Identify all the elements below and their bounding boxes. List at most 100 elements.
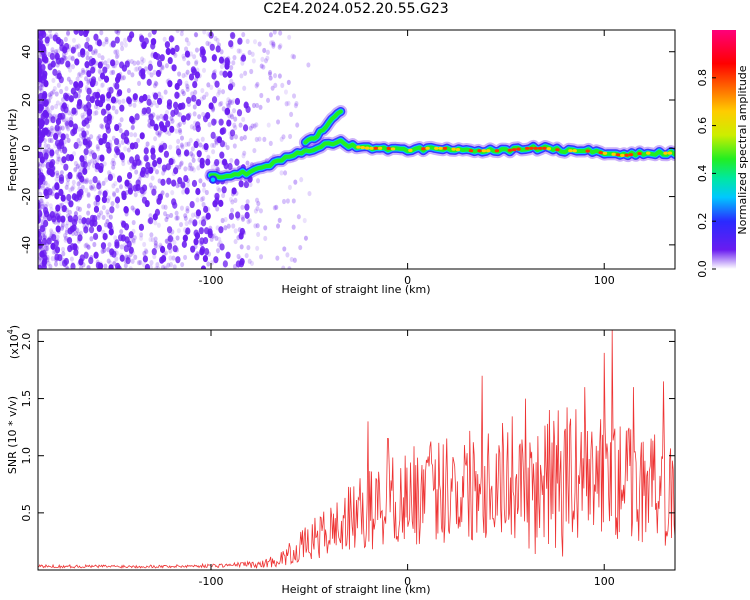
spectrogram-cell xyxy=(217,187,222,193)
spectrogram-cell xyxy=(124,211,129,217)
spectrogram-cell xyxy=(86,264,91,269)
spectrogram-cell xyxy=(279,136,284,142)
spectrogram-cell xyxy=(239,73,244,79)
spectrogram-cell xyxy=(63,233,68,239)
spectrogram-cell xyxy=(40,82,45,89)
spectrogram-cell xyxy=(198,142,203,148)
spectrogram-peak xyxy=(542,146,547,150)
spectrogram-cell xyxy=(70,64,75,70)
spectrogram-cell xyxy=(218,56,225,64)
spectrogram-cell xyxy=(45,162,51,170)
spectrogram-cell xyxy=(38,168,43,174)
spectrogram-cell xyxy=(96,39,102,47)
spectrogram-cell xyxy=(86,244,91,250)
spectrogram-cell xyxy=(250,123,255,129)
spectrogram-cell xyxy=(49,125,54,131)
spectrogram-peak xyxy=(468,149,474,153)
spectrogram-cell xyxy=(269,40,274,46)
spectrogram-cell xyxy=(177,164,182,170)
spectrogram-cell xyxy=(103,75,110,83)
spectrogram-cell xyxy=(66,44,71,50)
spectrogram-cell xyxy=(76,238,81,244)
spectrogram-cell xyxy=(75,174,80,180)
spectrogram-cell xyxy=(116,30,121,34)
spectrogram-cell xyxy=(103,263,108,269)
spectrogram-cell xyxy=(115,52,120,58)
spectrogram-cell xyxy=(240,60,245,66)
spectrogram-cell xyxy=(42,109,48,117)
spectrogram-cell xyxy=(253,223,258,229)
spectrogram-cell xyxy=(44,118,49,124)
spectrogram-cell xyxy=(193,31,198,38)
spectrogram-cell xyxy=(216,167,221,173)
spectrogram-cell xyxy=(48,203,53,209)
spectrogram-cell xyxy=(39,88,44,94)
spectrogram-cell xyxy=(239,136,244,142)
spectrogram-cell xyxy=(230,191,235,197)
spectrogram-cell xyxy=(101,180,106,186)
spectrogram-cell xyxy=(267,71,272,77)
spectrogram-cell xyxy=(151,248,157,256)
spectrogram-cell xyxy=(78,230,83,236)
spectrogram-cell xyxy=(258,208,263,214)
spectrogram-cell xyxy=(119,152,125,160)
spectrogram-cell xyxy=(51,233,57,242)
spectrogram-cell xyxy=(163,89,168,95)
spectrogram-cell xyxy=(240,214,245,220)
spectrogram-cell xyxy=(114,60,119,66)
spectrogram-cell xyxy=(210,107,215,113)
spectrogram-cell xyxy=(73,30,79,35)
spectrogram-cell xyxy=(172,239,177,246)
spectrogram-cell xyxy=(70,55,75,61)
spectrogram-cell xyxy=(153,220,158,226)
spectrogram-cell xyxy=(165,213,170,220)
spectrogram-cell xyxy=(64,122,69,128)
spectrogram-cell xyxy=(121,75,126,81)
spectrogram-cell xyxy=(167,130,172,137)
spectrogram-peak xyxy=(568,149,573,153)
spectrogram-cell xyxy=(199,240,204,247)
spectrogram-cell xyxy=(188,162,193,168)
spectrogram-cell xyxy=(66,76,71,82)
spectrogram-cell xyxy=(295,122,300,128)
colorbar-gradient xyxy=(712,30,736,269)
spectrogram-cell xyxy=(222,70,228,78)
spectrogram-cell xyxy=(221,56,226,62)
snr-xtick-label: -100 xyxy=(199,575,224,588)
spectrogram-cell xyxy=(144,106,149,112)
spectrogram-cell xyxy=(158,145,164,153)
spectrogram-cell xyxy=(111,173,116,179)
spectrogram-cell xyxy=(214,158,220,167)
spectrogram-panel: -100 0 100 -40 -20 0 20 40 Height of straight l… xyxy=(6,29,676,296)
spectrogram-cell xyxy=(43,99,49,108)
spectrogram-cell xyxy=(173,167,179,175)
spectrogram-cell xyxy=(144,145,149,151)
spectrogram-cell xyxy=(187,112,192,118)
spectrogram-cell xyxy=(121,64,128,72)
spectrogram-cell xyxy=(60,125,65,131)
spectrogram-cell xyxy=(149,119,155,127)
spectrogram-cell xyxy=(225,100,230,106)
spectrogram-cell xyxy=(236,109,243,117)
spectrogram-cell xyxy=(96,180,101,187)
spectrogram-cell xyxy=(260,56,265,62)
spectrogram-cell xyxy=(63,198,68,204)
spectrogram-cell xyxy=(162,167,167,173)
spectrogram-cell xyxy=(194,76,199,83)
spectrogram-cell xyxy=(235,260,241,268)
spectrogram-cell xyxy=(44,239,49,246)
spectrogram-cell xyxy=(73,166,78,172)
spectrogram-cell xyxy=(221,106,226,112)
spectrogram-cell xyxy=(108,228,114,236)
spectrogram-cell xyxy=(221,186,227,194)
spectrogram-cell xyxy=(48,34,53,40)
spectrogram-cell xyxy=(158,69,163,75)
spectrogram-cell xyxy=(194,47,199,53)
spectrogram-cell xyxy=(156,59,163,68)
spectrogram-cell xyxy=(123,258,128,264)
spectrogram-cell xyxy=(47,92,52,98)
spectrogram-cell xyxy=(91,65,96,71)
spectrogram-cell xyxy=(46,214,52,222)
spectrogram-cell xyxy=(251,58,256,64)
spectrogram-cell xyxy=(202,254,208,263)
